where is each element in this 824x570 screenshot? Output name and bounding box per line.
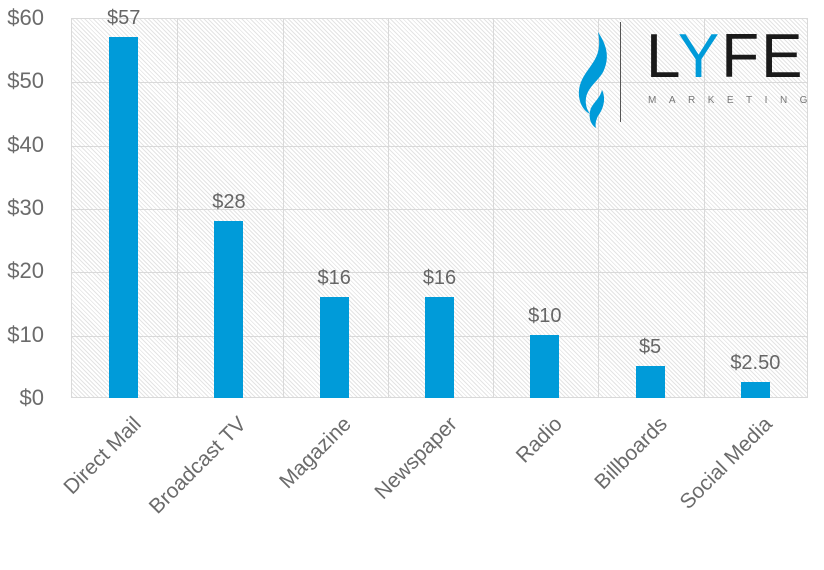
gridline-vertical — [387, 19, 389, 397]
gridline-vertical — [493, 19, 495, 397]
bar — [740, 382, 770, 398]
data-label: $16 — [317, 266, 351, 289]
data-label: $5 — [638, 336, 662, 359]
gridline-vertical — [282, 19, 284, 397]
lyfe-marketing-logo: LYFE MARKETING — [576, 20, 807, 128]
bar — [530, 334, 560, 398]
logo-wordmark: LYFE — [646, 22, 805, 91]
y-tick-label: $20 — [7, 258, 44, 284]
logo-divider — [620, 22, 621, 122]
y-tick-label: $30 — [7, 195, 44, 220]
data-label: $10 — [528, 304, 562, 327]
data-label: $2.50 — [730, 352, 781, 375]
bar — [425, 296, 454, 398]
gridline-horizontal — [72, 82, 807, 84]
gridline-vertical — [598, 19, 600, 397]
y-tick-label: $50 — [7, 68, 44, 94]
logo-subtitle: MARKETING — [648, 95, 820, 106]
bar — [635, 366, 665, 398]
data-label: $16 — [422, 266, 457, 289]
bar — [109, 37, 139, 398]
data-label: $28 — [212, 190, 246, 213]
gridline-horizontal — [72, 272, 807, 274]
gridline-vertical — [177, 19, 179, 397]
data-label: $57 — [106, 7, 141, 29]
bar — [319, 296, 349, 398]
y-tick-label: $40 — [7, 131, 44, 157]
y-tick-label: $0 — [19, 385, 44, 410]
bar — [214, 220, 244, 398]
y-tick-label: $10 — [7, 321, 44, 347]
gridline-vertical — [703, 19, 705, 397]
flame-icon — [578, 32, 607, 128]
y-tick-label: $60 — [7, 5, 44, 30]
gridline-horizontal — [72, 209, 807, 210]
gridline-horizontal — [72, 145, 807, 147]
bar-chart: $0 $10 $20 $30 $40 $50 $60 $57 $28 $16 $16 $10 $5 $2… — [7, 5, 808, 518]
